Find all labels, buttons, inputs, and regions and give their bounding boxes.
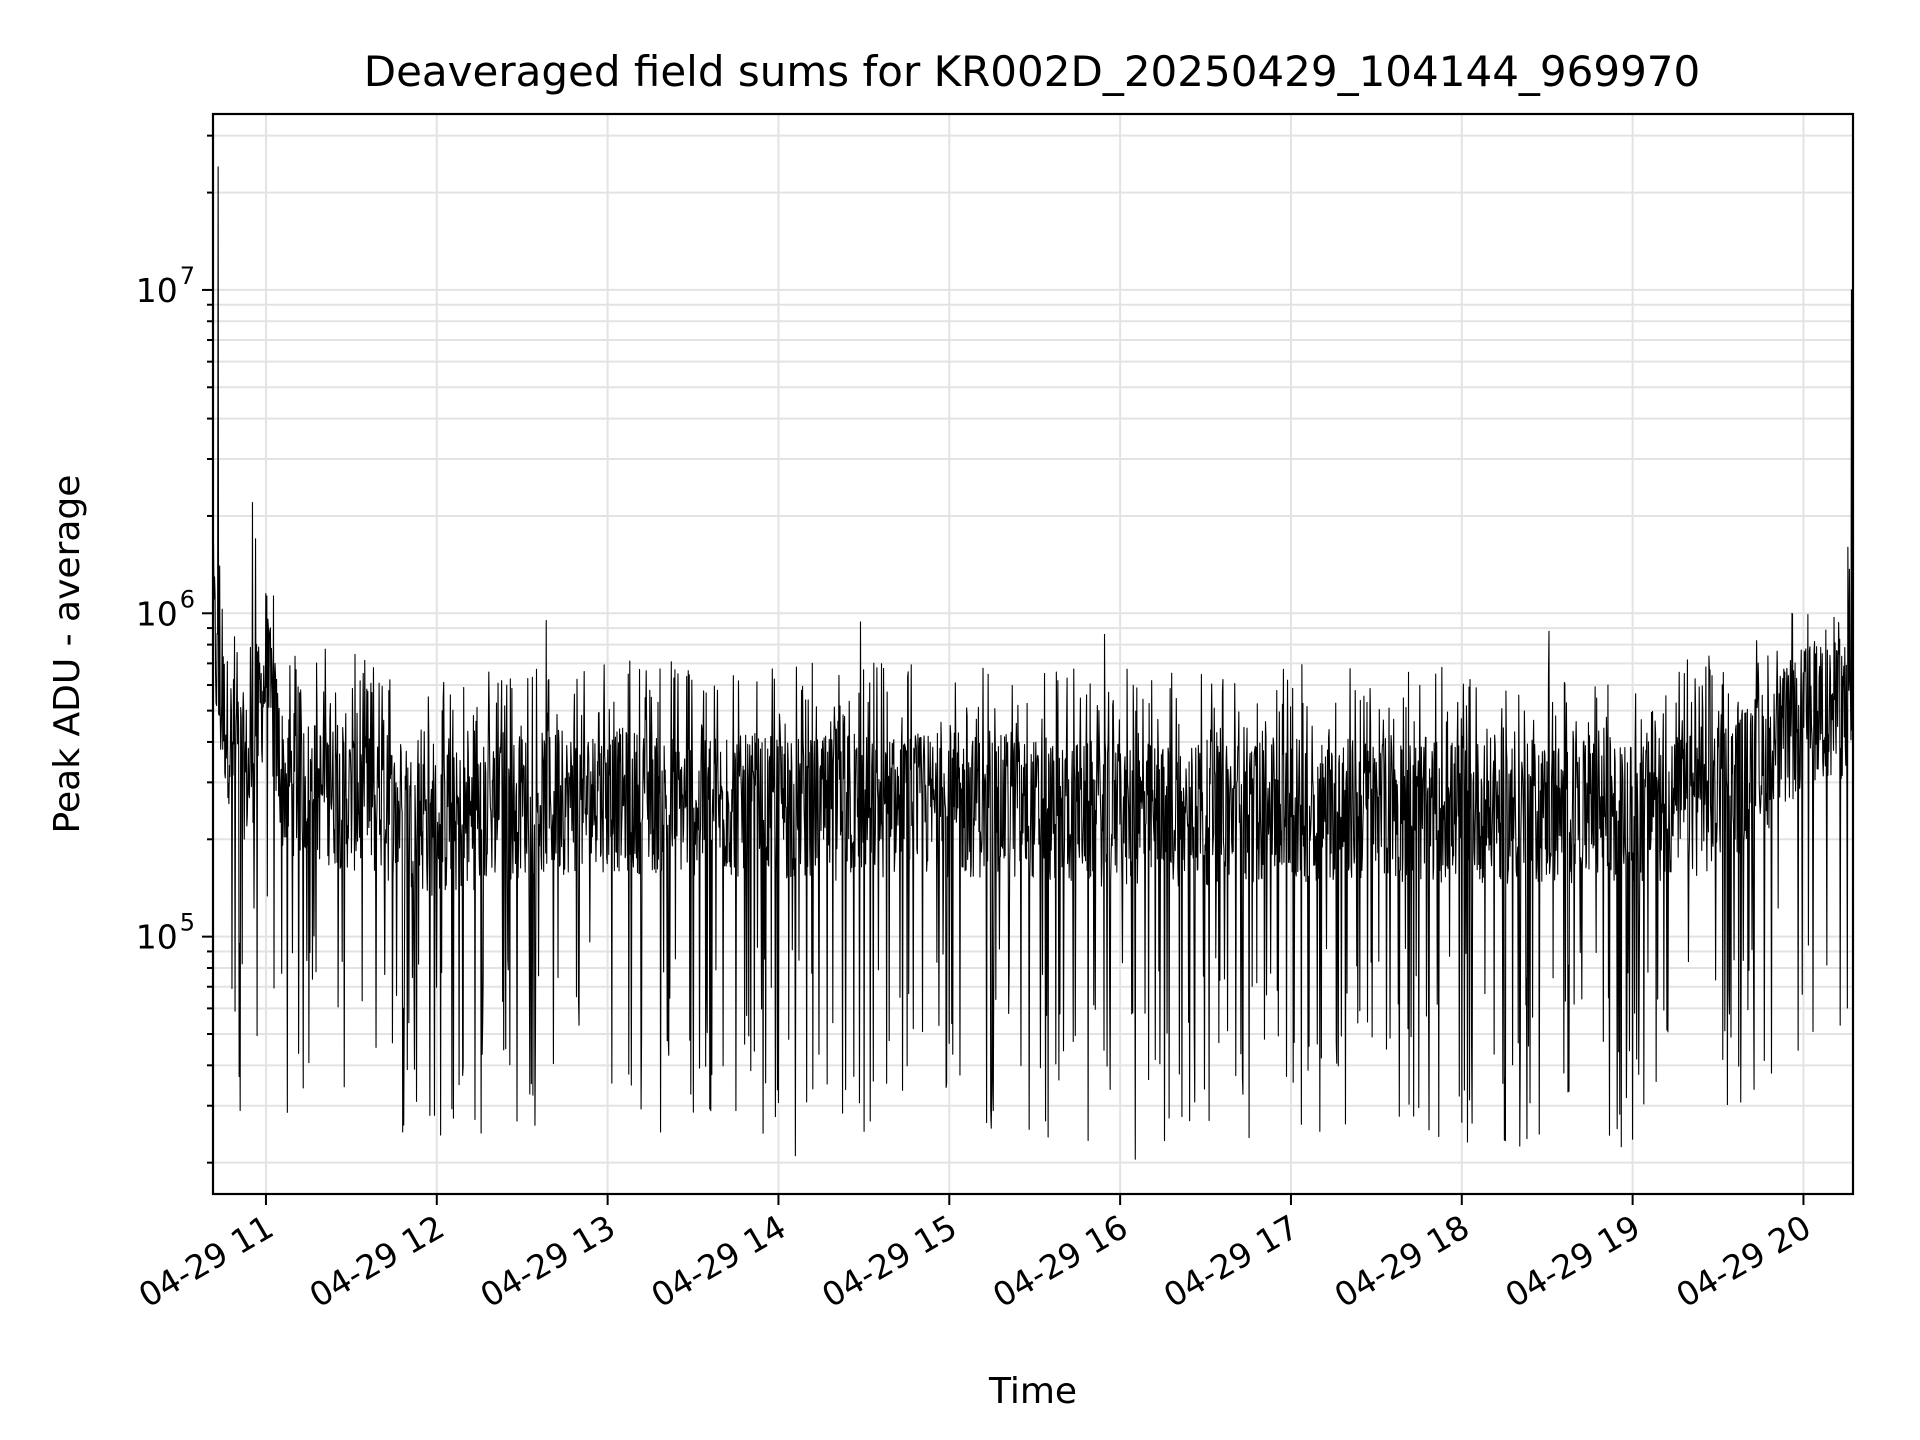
x-axis-label: Time — [988, 1371, 1077, 1412]
y-axis-label: Peak ADU - average — [47, 475, 88, 834]
series-line — [212, 166, 1854, 1160]
y-tick-exponent: 6 — [180, 585, 195, 613]
y-tick-exponent: 5 — [180, 909, 195, 937]
y-tick-exponent: 7 — [180, 262, 195, 290]
data-series — [212, 166, 1854, 1160]
chart-title: Deaveraged field sums for KR002D_2025042… — [364, 47, 1701, 96]
plot-frame — [211, 112, 1855, 1196]
